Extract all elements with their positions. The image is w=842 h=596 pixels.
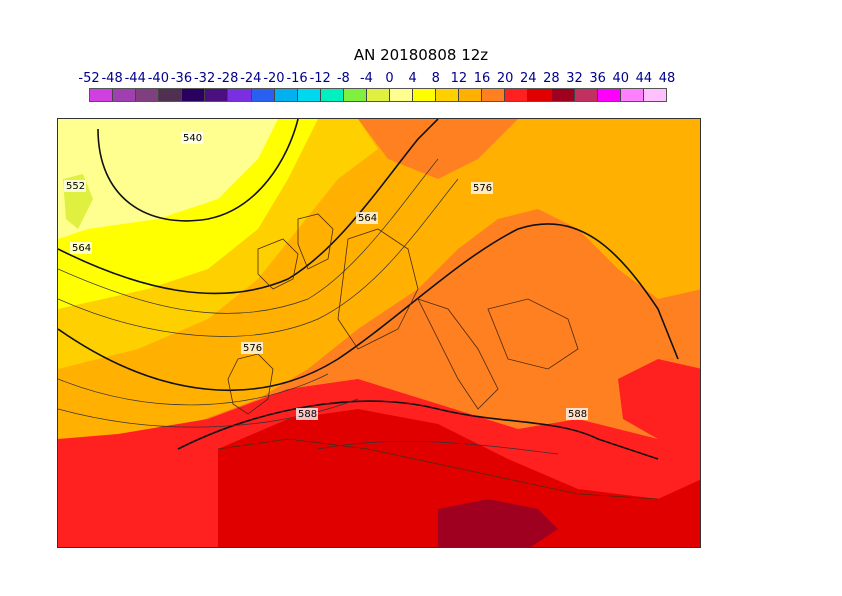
contour-label-bg [296,408,318,420]
colorbar-label: 0 [385,71,394,86]
colorbar-label: 8 [431,71,440,86]
colorbar-label: 4 [408,71,417,86]
field-20-east [618,359,700,449]
contour-label-bg [70,242,92,254]
colorbar-label: -48 [101,71,123,86]
contour-label: 576 [243,343,262,354]
colorbar-label: 40 [612,71,630,86]
contour-label: 552 [66,181,85,192]
colorbar-swatch [597,89,621,101]
colorbar-label: -52 [78,71,100,86]
contour-label: 564 [358,213,377,224]
colorbar-swatch [182,89,206,101]
colorbar-label: 24 [519,71,537,86]
colorbar-label: -40 [147,71,169,86]
colorbar-label: -36 [170,71,193,86]
colorbar-label: -32 [193,71,216,86]
colorbar-swatch [413,89,437,101]
colorbar-swatch [366,89,391,101]
colorbar-swatch [159,89,183,101]
colorbar-swatch [436,89,460,101]
colorbar-label: 28 [543,71,560,86]
field-24 [218,409,700,547]
contour-label-bg [471,182,493,194]
colorbar-swatch [320,89,344,101]
contour-label-bg [241,342,263,354]
temperature-field: 540 552 564 564 576 576 588 588 [58,119,700,547]
colorbar-swatch [113,89,137,101]
colorbar-swatch [297,89,321,101]
colorbar-label: -44 [124,71,146,86]
field-0 [58,119,278,239]
contour-label-bg [356,212,378,224]
colorbar-label: -16 [286,71,308,86]
colorbar-swatch [205,89,229,101]
map-title: AN 20180808 12z [353,46,489,64]
colorbar-swatch [274,89,298,101]
colorbar-swatch [620,89,644,101]
colorbar-swatch [643,89,666,101]
field-28 [438,499,558,547]
colorbar-label: -28 [217,71,239,86]
colorbar-label: 20 [496,71,514,86]
colorbar-label: -24 [240,71,262,86]
colorbar-swatch [528,89,552,101]
colorbar-label: 44 [635,71,653,86]
colorbar-label: -12 [309,71,331,86]
colorbar-label: -4 [359,71,373,86]
colorbar-swatch [390,89,414,101]
colorbar-swatch [574,89,598,101]
colorbar-swatch [505,89,529,101]
contour-label: 588 [298,409,317,420]
coastlines [217,213,659,500]
colorbar-swatch [459,89,483,101]
contour-label: 564 [72,243,91,254]
contour-label: 588 [568,409,587,420]
contour-label-bg [181,132,203,144]
colorbar-swatch [228,89,252,101]
contour-label-bg [566,408,588,420]
colorbar-label: -8 [336,71,350,86]
colorbar-swatch [551,89,575,101]
contour-label: 540 [183,133,202,144]
contour-thin [58,158,559,455]
colorbar-label: 16 [473,71,491,86]
colorbar-swatch [136,89,160,101]
colorbar-swatch [251,89,275,101]
colorbar-label: 48 [658,71,676,86]
colorbar-label: 32 [566,71,583,86]
colorbar-swatch [90,89,114,101]
colorbar [89,88,667,102]
colorbar-swatch [343,89,367,101]
colorbar-label: -20 [263,71,285,86]
colorbar-swatch [482,89,506,101]
contour-label-bg [64,180,86,192]
colorbar-label: 36 [589,71,606,86]
colorbar-labels: -52 -48 -44 -40 -36 -32 -28 -24 -20 -16 -12 -8 -4 0 4 8… [72,71,682,89]
contour-label: 576 [473,183,492,194]
colorbar-label: 12 [450,71,468,86]
